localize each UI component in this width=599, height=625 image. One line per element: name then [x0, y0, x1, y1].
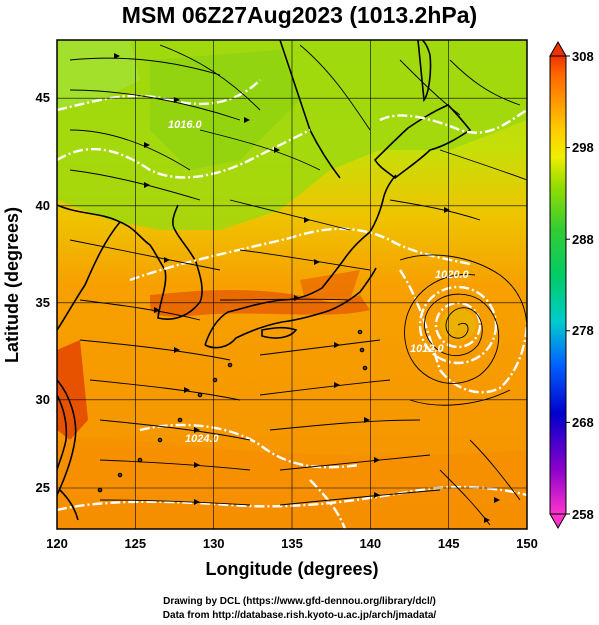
isobar-label: 1020.0 — [435, 269, 470, 281]
lon-tick-label: 130 — [203, 536, 225, 551]
credit-data: Data from http://database.rish.kyoto-u.a… — [162, 610, 437, 621]
lon-tick-label: 150 — [516, 536, 538, 551]
colorbar-tick-label: 308 — [572, 49, 594, 64]
isobar-label: 1024.0 — [185, 433, 220, 445]
colorbar-tick-label: 298 — [572, 140, 594, 155]
colorbar-min-triangle — [549, 513, 567, 530]
colorbar-tick-label: 268 — [572, 415, 594, 430]
lon-tick-label: 125 — [124, 536, 146, 551]
colorbar-tick-label: 258 — [572, 507, 594, 522]
colorbar: 308 298 288 278 268 258 — [549, 40, 594, 530]
colorbar-tick-label: 278 — [572, 323, 594, 338]
y-axis-title: Latitude (degrees) — [2, 207, 22, 363]
lon-tick-label: 145 — [438, 536, 460, 551]
lat-tick-label: 35 — [36, 295, 50, 310]
x-axis: 120 125 130 135 140 145 150 Longitude (d… — [46, 536, 538, 579]
colorbar-max-triangle — [549, 40, 567, 57]
isobars — [57, 79, 527, 529]
weather-map: 1020.0 1016.0 1012.0 1024.0 120 125 130 … — [2, 39, 594, 579]
lat-lon-grid — [57, 40, 527, 529]
lat-tick-label: 40 — [36, 198, 50, 213]
x-axis-title: Longitude (degrees) — [205, 559, 378, 579]
lon-tick-label: 135 — [281, 536, 303, 551]
lat-tick-label: 25 — [36, 480, 50, 495]
coastlines — [57, 40, 472, 521]
y-axis: 25 30 35 40 45 Latitude (degrees) — [2, 90, 50, 495]
lat-tick-label: 30 — [36, 392, 50, 407]
figure-title: MSM 06Z27Aug2023 (1013.2hPa) — [121, 2, 478, 28]
wind-arrowheads — [114, 53, 500, 523]
lon-tick-label: 120 — [46, 536, 68, 551]
isobar-labels: 1020.0 1016.0 1012.0 1024.0 — [168, 119, 470, 445]
colorbar-tick-label: 288 — [572, 232, 594, 247]
lat-tick-label: 45 — [36, 90, 50, 105]
wind-streamlines — [69, 44, 527, 526]
isobar-label: 1012.0 — [410, 343, 445, 355]
plot-frame — [56, 39, 528, 530]
lon-tick-label: 140 — [359, 536, 381, 551]
isobar-label: 1016.0 — [168, 119, 203, 131]
credit-drawing: Drawing by DCL (https://www.gfd-dennou.o… — [163, 596, 436, 607]
